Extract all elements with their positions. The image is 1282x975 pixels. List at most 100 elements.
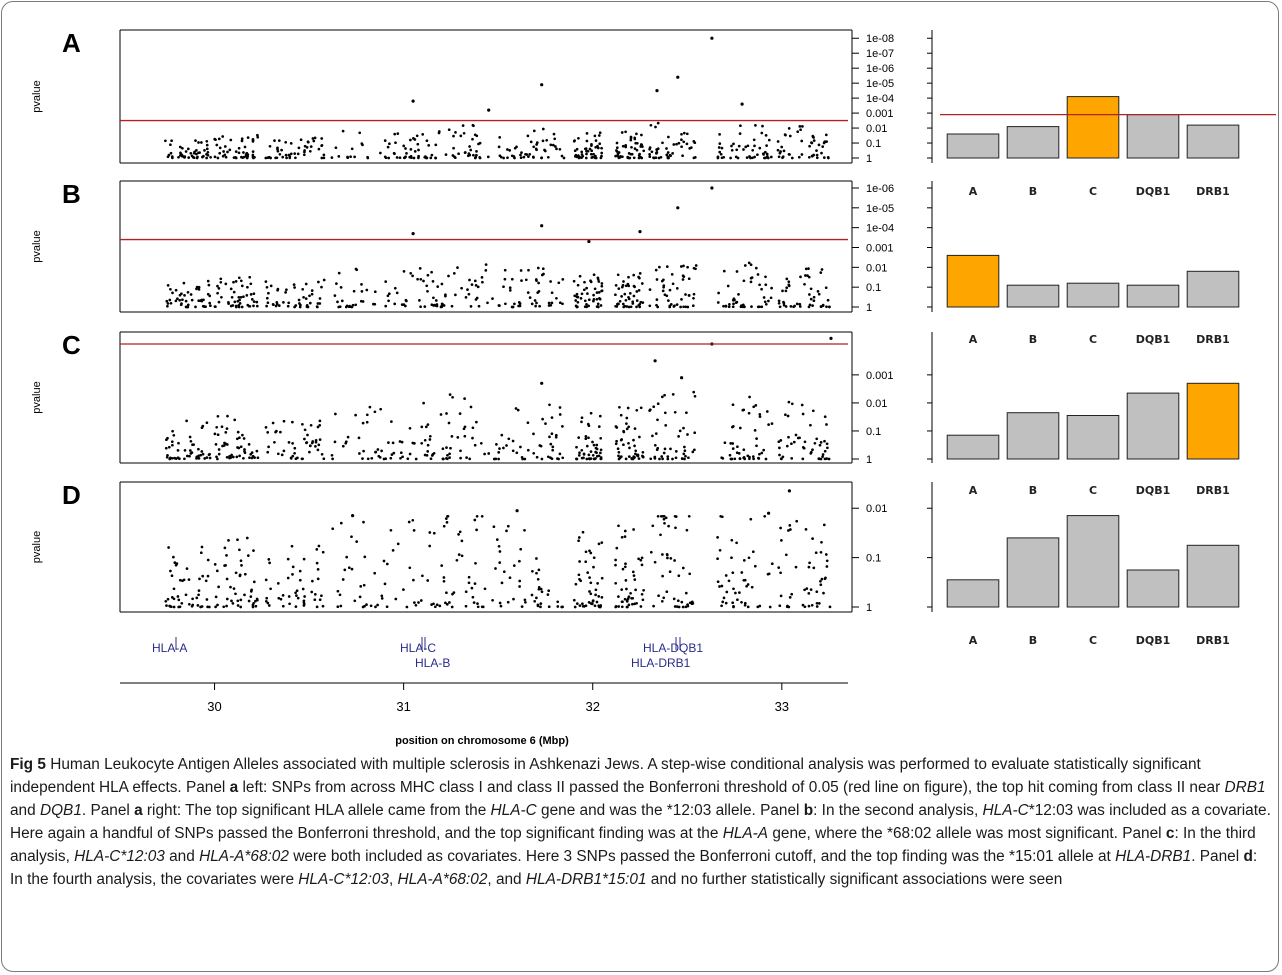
snp-point <box>558 406 562 409</box>
snp-point <box>526 291 530 294</box>
snp-point <box>242 437 246 440</box>
snp-point <box>513 156 516 160</box>
snp-point <box>560 154 564 158</box>
snp-point <box>731 571 735 575</box>
snp-point <box>459 134 463 138</box>
snp-point <box>527 268 530 272</box>
snp-point <box>732 587 735 591</box>
snp-point <box>622 443 625 447</box>
snp-point <box>818 443 822 447</box>
snp-point <box>583 299 587 303</box>
snp-point <box>246 285 249 289</box>
snp-point <box>684 293 687 296</box>
snp-point <box>359 299 363 303</box>
snp-point <box>205 139 209 143</box>
snp-point <box>578 604 582 607</box>
snp-point <box>616 447 620 451</box>
snp-point <box>629 136 633 140</box>
snp-point <box>752 457 755 461</box>
snp-point <box>297 298 301 302</box>
snp-point <box>693 431 697 435</box>
snp-point <box>206 150 210 154</box>
snp-point <box>538 304 541 308</box>
snp-point <box>457 152 460 156</box>
y-tick-label: 1e-06 <box>866 183 894 195</box>
snp-point <box>748 155 751 158</box>
snp-point <box>205 421 209 425</box>
snp-point <box>519 153 522 157</box>
snp-point <box>426 423 430 426</box>
snp-point <box>674 526 677 530</box>
snp-point <box>447 274 450 278</box>
snp-point <box>580 292 584 296</box>
snp-point <box>318 423 322 427</box>
snp-point <box>766 572 770 576</box>
snp-point <box>621 283 625 287</box>
snp-point <box>824 133 828 137</box>
snp-point <box>314 445 317 448</box>
caption-panel-ref: d <box>1243 848 1253 865</box>
snp-point <box>242 295 245 299</box>
snp-point <box>718 548 722 552</box>
snp-point <box>264 280 268 283</box>
snp-point <box>659 514 663 518</box>
snp-point <box>238 298 241 302</box>
snp-point <box>434 143 438 147</box>
snp-point <box>398 440 402 443</box>
snp-point <box>803 440 807 444</box>
snp-point <box>393 302 397 306</box>
snp-point <box>286 304 290 308</box>
snp-point <box>640 156 644 160</box>
snp-point <box>360 290 364 293</box>
snp-point <box>627 284 631 288</box>
snp-point <box>648 288 652 291</box>
snp-point <box>624 284 628 288</box>
snp-point <box>718 150 722 154</box>
snp-point <box>620 438 624 441</box>
snp-point <box>528 296 532 299</box>
snp-point <box>191 603 195 607</box>
snp-point <box>426 579 430 582</box>
snp-point <box>164 139 167 143</box>
snp-point <box>640 592 644 596</box>
snp-point <box>252 292 256 296</box>
snp-point <box>518 579 522 583</box>
snp-point <box>629 591 632 595</box>
snp-point <box>718 142 722 145</box>
snp-point <box>599 436 603 440</box>
snp-point <box>558 413 562 416</box>
snp-point <box>189 151 193 155</box>
snp-point <box>614 304 617 308</box>
x-tick-label: 32 <box>585 699 599 714</box>
snp-point <box>223 564 226 567</box>
snp-point <box>189 293 193 296</box>
snp-point <box>748 457 751 461</box>
snp-point <box>445 591 448 595</box>
snp-point <box>742 408 746 412</box>
snp-point <box>407 520 411 524</box>
snp-point <box>234 150 238 153</box>
snp-point <box>331 527 335 531</box>
snp-point <box>463 397 466 400</box>
snp-point <box>541 127 545 131</box>
snp-point <box>189 439 193 443</box>
snp-point <box>587 304 590 308</box>
snp-point <box>577 539 580 543</box>
snp-point <box>585 444 589 448</box>
snp-point <box>685 411 688 415</box>
snp-point <box>343 568 347 572</box>
snp-point <box>228 148 232 152</box>
snp-point <box>800 403 804 407</box>
snp-point <box>428 531 432 534</box>
snp-point <box>735 270 739 273</box>
snp-point <box>693 394 697 398</box>
snp-point <box>572 279 576 283</box>
snp-point <box>758 452 761 456</box>
snp-point <box>671 457 674 461</box>
snp-point <box>365 413 369 417</box>
snp-point <box>787 127 791 130</box>
snp-point <box>755 437 758 440</box>
snp-point <box>239 605 243 609</box>
snp-point <box>594 593 597 597</box>
